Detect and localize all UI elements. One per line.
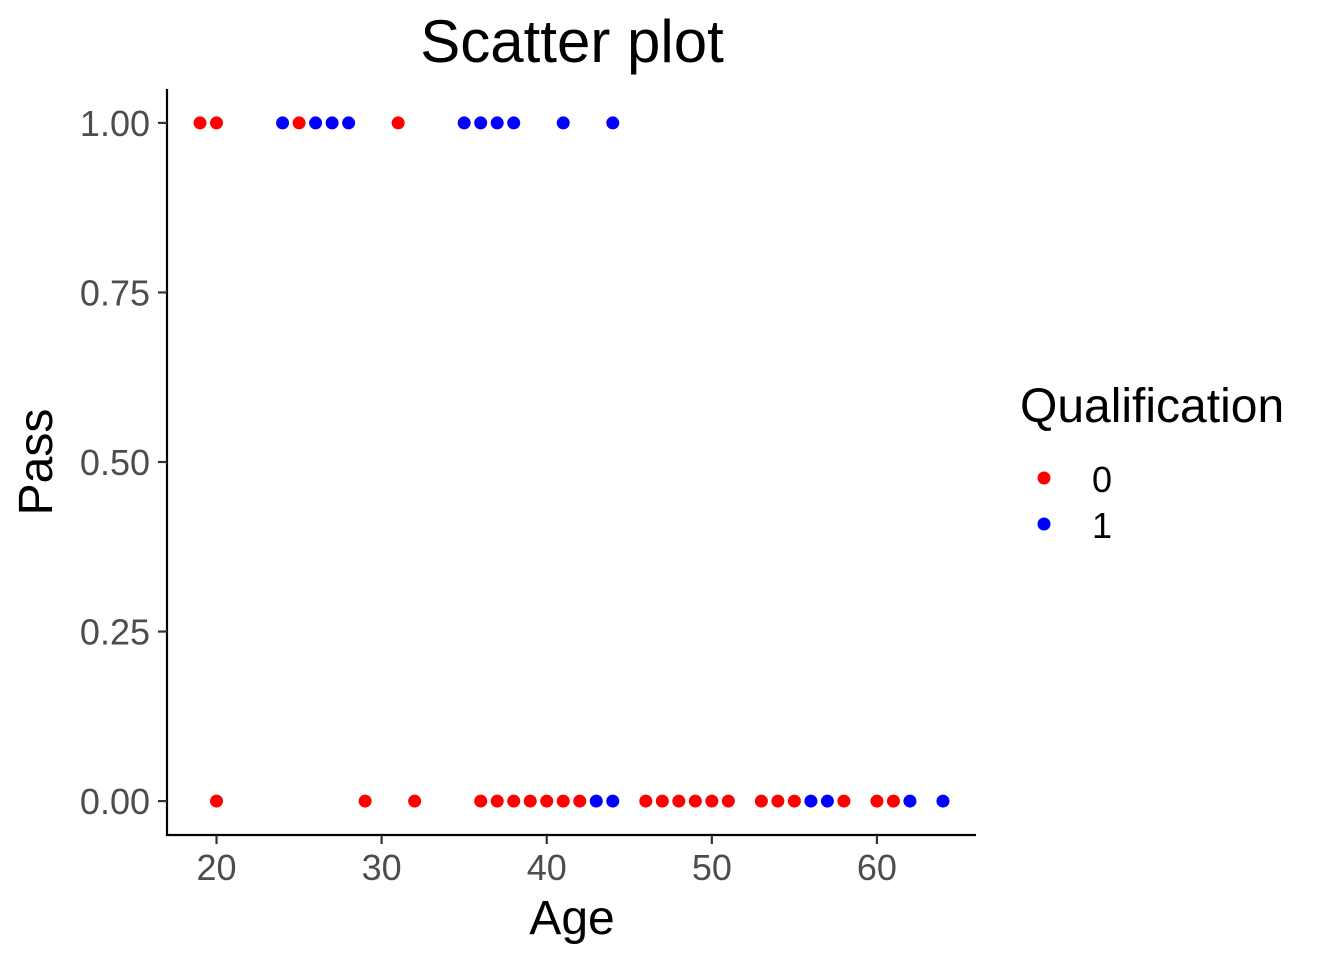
data-point-qualification-1 (490, 116, 504, 130)
x-axis-title: Age (529, 892, 614, 945)
legend-entries: 01 (1037, 459, 1112, 546)
y-tick-label: 0.25 (80, 612, 150, 653)
data-point-qualification-1 (457, 116, 471, 130)
data-point-qualification-1 (556, 116, 570, 130)
data-point-qualification-0 (507, 794, 521, 808)
data-point-qualification-1 (804, 794, 818, 808)
data-point-qualification-0 (292, 116, 306, 130)
x-tick-label: 50 (692, 847, 732, 888)
data-point-qualification-1 (276, 116, 290, 130)
data-point-qualification-0 (754, 794, 768, 808)
legend-key-1 (1037, 517, 1051, 531)
data-point-qualification-0 (688, 794, 702, 808)
data-point-qualification-1 (936, 794, 950, 808)
data-point-qualification-0 (358, 794, 372, 808)
data-point-qualification-0 (870, 794, 884, 808)
data-point-qualification-0 (556, 794, 570, 808)
x-tick-label: 30 (362, 847, 402, 888)
data-points (193, 116, 950, 808)
y-tick-label: 1.00 (80, 103, 150, 144)
data-point-qualification-1 (903, 794, 917, 808)
data-point-qualification-0 (408, 794, 422, 808)
data-point-qualification-0 (210, 116, 224, 130)
data-point-qualification-0 (655, 794, 669, 808)
data-point-qualification-1 (606, 794, 620, 808)
data-point-qualification-0 (210, 794, 224, 808)
legend-key-0 (1037, 471, 1051, 485)
x-tick-label: 20 (197, 847, 237, 888)
legend-label-0: 0 (1092, 459, 1112, 500)
data-point-qualification-0 (771, 794, 785, 808)
data-point-qualification-0 (391, 116, 405, 130)
data-point-qualification-0 (721, 794, 735, 808)
data-point-qualification-1 (606, 116, 620, 130)
data-point-qualification-0 (639, 794, 653, 808)
data-point-qualification-0 (573, 794, 587, 808)
chart-title: Scatter plot (420, 8, 724, 75)
y-tick-label: 0.75 (80, 272, 150, 313)
data-point-qualification-1 (820, 794, 834, 808)
data-point-qualification-0 (837, 794, 851, 808)
data-point-qualification-1 (342, 116, 356, 130)
data-point-qualification-0 (523, 794, 537, 808)
data-point-qualification-1 (325, 116, 339, 130)
data-point-qualification-0 (672, 794, 686, 808)
data-point-qualification-0 (193, 116, 207, 130)
data-point-qualification-0 (886, 794, 900, 808)
legend-title: Qualification (1020, 380, 1284, 433)
data-point-qualification-1 (507, 116, 521, 130)
data-point-qualification-0 (490, 794, 504, 808)
data-point-qualification-0 (474, 794, 488, 808)
data-point-qualification-1 (474, 116, 488, 130)
y-axis-ticks: 0.00 0.25 0.50 0.75 1.00 (80, 103, 167, 822)
legend-label-1: 1 (1092, 505, 1112, 546)
data-point-qualification-1 (589, 794, 603, 808)
data-point-qualification-0 (787, 794, 801, 808)
x-axis-ticks: 20 30 40 50 60 (197, 835, 897, 888)
data-point-qualification-0 (705, 794, 719, 808)
y-tick-label: 0.50 (80, 442, 150, 483)
data-point-qualification-0 (540, 794, 554, 808)
x-tick-label: 40 (527, 847, 567, 888)
y-axis-title: Pass (10, 409, 63, 516)
data-point-qualification-1 (309, 116, 323, 130)
plot-area: 0.00 0.25 0.50 0.75 1.00 20 30 40 50 60 (80, 89, 976, 888)
legend: Qualification 01 (1020, 380, 1284, 546)
y-tick-label: 0.00 (80, 781, 150, 822)
x-tick-label: 60 (857, 847, 897, 888)
